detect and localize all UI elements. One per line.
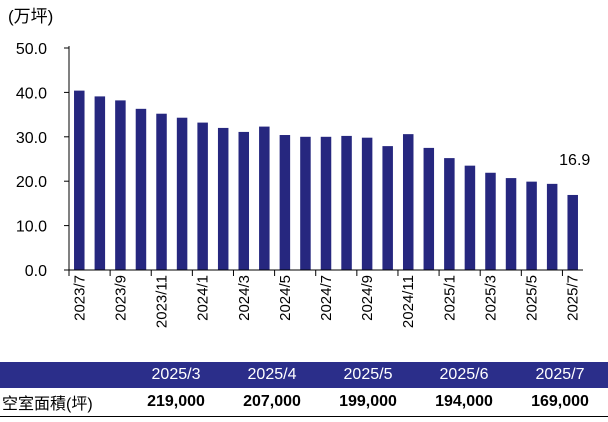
table-row: 空室面積(坪) 219,000 207,000 199,000 194,000 … [0, 388, 608, 417]
x-tick-label: 2023/7 [71, 275, 88, 321]
bar [300, 136, 311, 270]
table-cell: 194,000 [416, 388, 512, 417]
bar [464, 165, 476, 270]
bar [423, 147, 435, 270]
bar [485, 172, 496, 270]
bar [546, 183, 558, 270]
x-tick-label: 2024/7 [318, 275, 335, 321]
bar [567, 194, 578, 270]
x-tick-label: 2025/1 [441, 275, 458, 321]
y-tick-label: 10.0 [16, 219, 47, 236]
x-tick-label: 2025/5 [524, 275, 541, 321]
bar [259, 126, 270, 270]
bar [135, 108, 147, 270]
x-tick-label: 2024/5 [277, 275, 294, 321]
bar-chart: (万坪) 0.010.020.030.040.050.0 2023/7 2023/… [8, 7, 590, 328]
table-header-row: 2025/3 2025/4 2025/5 2025/6 2025/7 [0, 362, 608, 388]
bar [341, 135, 352, 270]
bar [156, 113, 167, 271]
bars [74, 90, 578, 271]
bar [94, 96, 106, 271]
y-axis: 0.0 10.0 20.0 30.0 40.0 50.0 [16, 41, 70, 280]
x-tick-label: 2025/3 [482, 275, 499, 321]
table-cell: 219,000 [128, 388, 224, 417]
table-header-cell: 2025/4 [224, 362, 320, 388]
bar [74, 90, 85, 271]
y-tick-label: 20.0 [16, 174, 47, 191]
table-header-cell: 2025/7 [512, 362, 608, 388]
table-header-cell: 2025/3 [128, 362, 224, 388]
x-tick-label: 2024/11 [400, 275, 417, 328]
bar [505, 178, 517, 270]
y-tick-label: 40.0 [16, 85, 47, 102]
table-header-cell: 2025/6 [416, 362, 512, 388]
table-row-label: 空室面積(坪) [0, 388, 128, 417]
x-tick-label: 2025/7 [565, 275, 582, 321]
x-axis: 2023/7 2023/9 2023/11 2024/1 2024/3 2024/5 202… [68, 269, 583, 328]
x-tick-label: 2024/3 [236, 275, 253, 321]
bar [197, 122, 208, 270]
table-header-cell: 2025/5 [320, 362, 416, 388]
vacancy-table: 2025/3 2025/4 2025/5 2025/6 2025/7 空室面積(… [0, 362, 608, 417]
x-tick-label: 2023/11 [154, 275, 171, 328]
y-tick-label: 30.0 [16, 130, 47, 147]
y-tick-label: 0.0 [25, 263, 47, 280]
table-cell: 169,000 [512, 388, 608, 417]
table-cell: 207,000 [224, 388, 320, 417]
bar [176, 117, 188, 271]
data-label: 16.9 [559, 152, 590, 169]
bar [444, 158, 455, 270]
y-tick-label: 50.0 [16, 41, 47, 58]
table-cell: 199,000 [320, 388, 416, 417]
annotations: 16.9 [559, 152, 590, 169]
unit-label: (万坪) [8, 7, 53, 26]
bar [402, 134, 414, 270]
bar [382, 146, 393, 270]
bar [115, 100, 126, 270]
table-header-corner [0, 362, 128, 388]
x-tick-label: 2024/9 [359, 275, 376, 321]
bar [217, 127, 229, 270]
bar [238, 131, 250, 270]
x-tick-label: 2024/1 [195, 275, 212, 321]
bar [279, 135, 291, 270]
bar [361, 137, 373, 270]
x-tick-label: 2023/9 [112, 275, 129, 321]
bar [320, 136, 332, 270]
bar [526, 181, 537, 270]
